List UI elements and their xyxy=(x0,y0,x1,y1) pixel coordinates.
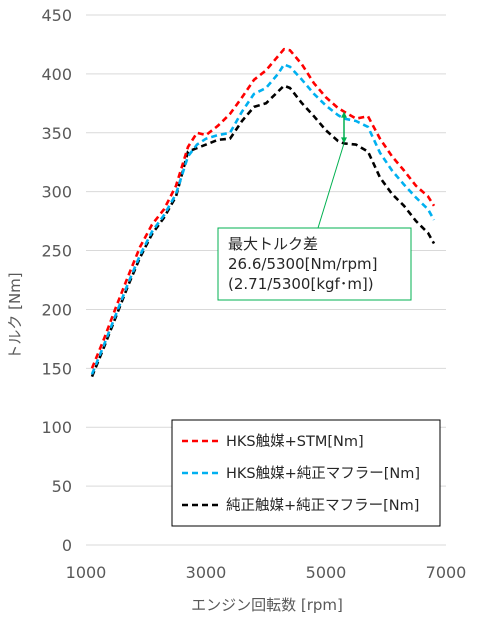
x-tick-label-5000: 5000 xyxy=(306,563,347,582)
annotation: 最大トルク差 26.6/5300[Nm/rpm] (2.71/5300[kgf･… xyxy=(217,111,412,301)
x-tick-label-3000: 3000 xyxy=(186,563,227,582)
series-lines xyxy=(90,47,436,378)
series-line-2 xyxy=(90,84,436,378)
annotation-arrowhead-top xyxy=(341,111,347,118)
y-tick-label-400: 400 xyxy=(41,65,72,84)
x-axis-title: エンジン回転数 [rpm] xyxy=(191,596,343,614)
y-tick-label-300: 300 xyxy=(41,183,72,202)
y-tick-label-450: 450 xyxy=(41,6,72,25)
legend-label-hks-stm: HKS触媒+STM[Nm] xyxy=(226,433,364,450)
legend: HKS触媒+STM[Nm] HKS触媒+純正マフラー[Nm] 純正触媒+純正マフ… xyxy=(171,419,441,527)
y-tick-label-50: 50 xyxy=(52,477,72,496)
annotation-line-2: 26.6/5300[Nm/rpm] xyxy=(228,255,378,273)
annotation-leader xyxy=(317,143,345,229)
y-tick-labels: 0 50 100 150 200 250 300 350 400 450 xyxy=(41,6,72,555)
x-tick-label-7000: 7000 xyxy=(426,563,467,582)
annotation-line-1: 最大トルク差 xyxy=(228,235,318,253)
annotation-line-3: (2.71/5300[kgf･m]) xyxy=(228,275,374,293)
y-tick-label-150: 150 xyxy=(41,359,72,378)
y-axis-title: トルク [Nm] xyxy=(6,272,24,359)
annotation-arrowhead-bottom xyxy=(341,137,347,144)
legend-label-hks-stock-muffler: HKS触媒+純正マフラー[Nm] xyxy=(226,465,420,482)
x-tick-labels: 1000 3000 5000 7000 xyxy=(66,563,467,582)
y-tick-label-100: 100 xyxy=(41,418,72,437)
y-tick-label-200: 200 xyxy=(41,300,72,319)
x-tick-label-1000: 1000 xyxy=(66,563,107,582)
legend-label-stock-stock-muffler: 純正触媒+純正マフラー[Nm] xyxy=(226,497,419,514)
series-line-1 xyxy=(90,63,436,375)
annotation-box xyxy=(217,227,412,301)
y-tick-label-350: 350 xyxy=(41,124,72,143)
series-line-0 xyxy=(90,47,436,369)
y-tick-label-250: 250 xyxy=(41,242,72,261)
y-tick-label-0: 0 xyxy=(62,536,72,555)
